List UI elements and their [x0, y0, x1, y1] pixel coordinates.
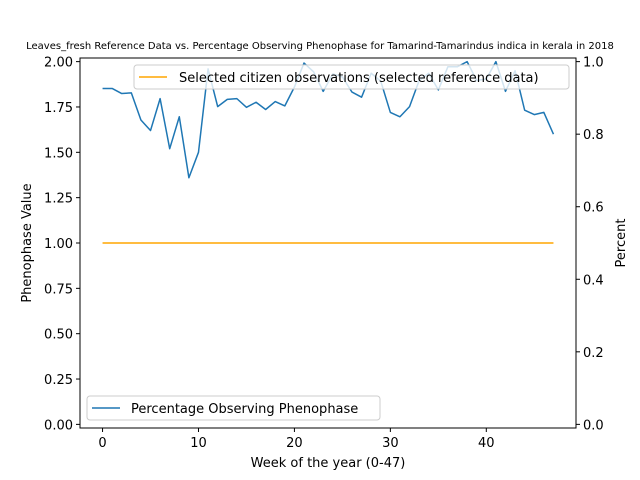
x-tick-label: 40 — [478, 436, 495, 451]
y-right-tick-label: 0.0 — [583, 418, 604, 433]
x-axis-ticks: 0 10 20 30 40 — [98, 428, 495, 451]
y-left-tick-label: 2.00 — [44, 56, 73, 71]
legend-percentage-box — [86, 395, 381, 421]
y-left-axis-ticks: 0.00 0.25 0.50 0.75 1.00 1.25 1.50 1.75 2.00 — [44, 56, 80, 433]
y-right-tick-label: 0.8 — [583, 128, 604, 143]
y-left-tick-label: 0.25 — [44, 373, 73, 388]
y-left-tick-label: 0.50 — [44, 328, 73, 343]
y-right-tick-label: 0.4 — [583, 273, 604, 288]
legend-reference-box — [133, 64, 570, 90]
x-tick-label: 0 — [98, 436, 106, 451]
y-left-tick-label: 1.50 — [44, 146, 73, 161]
y-left-tick-label: 1.25 — [44, 192, 73, 207]
x-axis-label: Week of the year (0-47) — [251, 456, 406, 471]
y-left-tick-label: 0.00 — [44, 418, 73, 433]
chart-title: Leaves_fresh Reference Data vs. Percenta… — [26, 41, 614, 52]
y-left-tick-label: 1.75 — [44, 101, 73, 116]
legend-percentage-label: Percentage Observing Phenophase — [131, 402, 358, 417]
y-left-axis-label: Phenophase Value — [20, 183, 35, 302]
y-right-tick-label: 0.2 — [583, 346, 604, 361]
x-tick-label: 30 — [382, 436, 399, 451]
legend-reference-label: Selected citizen observations (selected … — [179, 71, 539, 86]
y-right-tick-label: 0.6 — [583, 201, 604, 216]
x-tick-label: 20 — [286, 436, 303, 451]
y-right-axis-label: Percent — [614, 219, 629, 268]
y-right-axis-ticks: 0.0 0.2 0.4 0.6 0.8 1.0 — [576, 56, 604, 433]
y-left-tick-label: 0.75 — [44, 282, 73, 297]
y-left-tick-label: 1.00 — [44, 237, 73, 252]
y-right-tick-label: 1.0 — [583, 56, 604, 71]
legend-reference: Selected citizen observations (selected … — [133, 64, 570, 90]
x-tick-label: 10 — [190, 436, 207, 451]
legend-percentage: Percentage Observing Phenophase — [86, 395, 381, 421]
